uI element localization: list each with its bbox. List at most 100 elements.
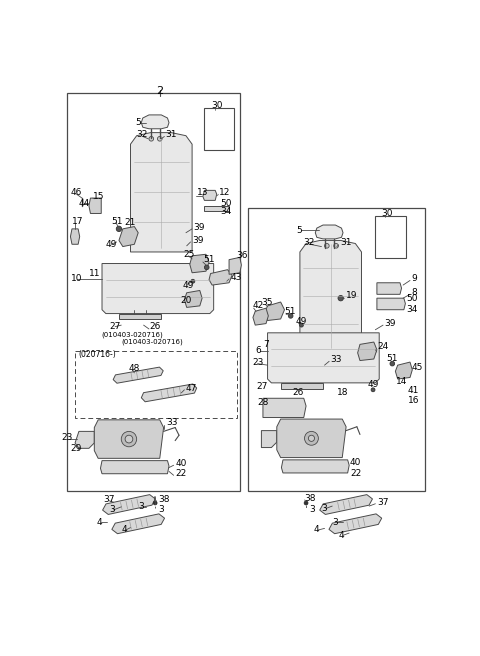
Text: 39: 39: [193, 223, 205, 232]
Text: 48: 48: [129, 363, 140, 373]
Polygon shape: [277, 419, 346, 458]
Text: 2: 2: [156, 87, 163, 96]
Text: 39: 39: [192, 236, 204, 245]
Polygon shape: [203, 190, 217, 200]
Text: 23: 23: [252, 358, 264, 367]
Text: 13: 13: [197, 188, 208, 197]
Text: 49: 49: [183, 281, 194, 289]
Text: 14: 14: [396, 377, 408, 386]
Text: 10: 10: [71, 274, 83, 283]
Text: 9: 9: [411, 274, 417, 283]
Text: 3: 3: [158, 505, 164, 514]
Polygon shape: [281, 383, 323, 389]
Text: 21: 21: [124, 218, 136, 227]
Text: 15: 15: [93, 192, 104, 201]
Polygon shape: [131, 133, 192, 252]
Polygon shape: [119, 314, 161, 319]
Text: 19: 19: [346, 291, 358, 300]
Text: 34: 34: [406, 305, 418, 314]
Polygon shape: [377, 298, 406, 310]
Polygon shape: [141, 384, 197, 401]
Polygon shape: [315, 225, 343, 239]
Text: 49: 49: [368, 380, 379, 389]
Polygon shape: [89, 198, 101, 213]
Polygon shape: [281, 460, 349, 473]
Circle shape: [116, 226, 121, 232]
Bar: [67, 92, 240, 491]
Circle shape: [153, 501, 157, 505]
Circle shape: [149, 136, 154, 141]
Circle shape: [324, 243, 329, 248]
Text: 40: 40: [175, 459, 187, 468]
Text: 42: 42: [252, 301, 264, 310]
Polygon shape: [209, 270, 232, 285]
Text: 28: 28: [258, 398, 269, 407]
Text: 17: 17: [72, 216, 84, 226]
Text: 3: 3: [322, 504, 327, 513]
Polygon shape: [204, 206, 229, 211]
Text: 37: 37: [104, 495, 115, 504]
Polygon shape: [113, 367, 163, 383]
Text: 46: 46: [71, 188, 82, 197]
Bar: [248, 208, 425, 491]
Polygon shape: [119, 226, 138, 247]
Polygon shape: [184, 291, 202, 308]
Text: 47: 47: [186, 384, 197, 393]
Polygon shape: [112, 514, 165, 534]
Polygon shape: [377, 283, 402, 295]
Text: 31: 31: [165, 131, 177, 140]
Text: 12: 12: [219, 188, 230, 197]
Text: 39: 39: [384, 319, 396, 328]
Text: 37: 37: [377, 498, 388, 506]
Text: 4: 4: [314, 525, 319, 535]
Text: 33: 33: [331, 356, 342, 364]
Bar: [204, 108, 234, 150]
Circle shape: [191, 279, 195, 283]
Text: 11: 11: [89, 269, 100, 278]
Polygon shape: [229, 257, 241, 274]
Text: (010403-020716): (010403-020716): [101, 332, 163, 338]
Polygon shape: [329, 514, 382, 534]
Text: 26: 26: [150, 322, 161, 331]
Text: 25: 25: [183, 250, 194, 258]
Text: 3: 3: [332, 518, 338, 527]
Text: 34: 34: [220, 207, 231, 216]
Text: 20: 20: [180, 296, 192, 305]
Text: 3: 3: [109, 505, 115, 514]
Text: 51: 51: [111, 216, 123, 226]
Text: 8: 8: [411, 288, 417, 297]
Polygon shape: [320, 495, 372, 514]
Circle shape: [300, 323, 303, 327]
Text: 16: 16: [408, 396, 419, 405]
Text: 43: 43: [230, 273, 242, 282]
Text: 32: 32: [137, 131, 148, 140]
Text: 36: 36: [237, 251, 248, 260]
Circle shape: [204, 265, 209, 270]
Polygon shape: [263, 398, 306, 417]
Circle shape: [390, 361, 395, 366]
Text: 30: 30: [382, 209, 393, 218]
Text: 38: 38: [158, 495, 170, 504]
Text: 23: 23: [61, 433, 72, 442]
Bar: [375, 216, 406, 258]
Text: 27: 27: [256, 382, 267, 391]
Text: 26: 26: [292, 388, 303, 398]
Circle shape: [371, 388, 375, 392]
Text: 4: 4: [121, 525, 127, 535]
Bar: [75, 350, 237, 419]
Text: 33: 33: [166, 418, 178, 426]
Text: 24: 24: [377, 342, 388, 351]
Circle shape: [121, 432, 137, 447]
Text: 6: 6: [255, 346, 261, 355]
Polygon shape: [190, 255, 209, 273]
Text: 18: 18: [337, 388, 348, 398]
Polygon shape: [396, 362, 412, 379]
Text: 30: 30: [211, 101, 223, 110]
Text: 4: 4: [338, 531, 344, 540]
Polygon shape: [300, 240, 361, 352]
Polygon shape: [267, 333, 379, 383]
Circle shape: [125, 435, 133, 443]
Text: 51: 51: [204, 255, 215, 264]
Text: 22: 22: [175, 469, 186, 478]
Circle shape: [338, 295, 343, 301]
